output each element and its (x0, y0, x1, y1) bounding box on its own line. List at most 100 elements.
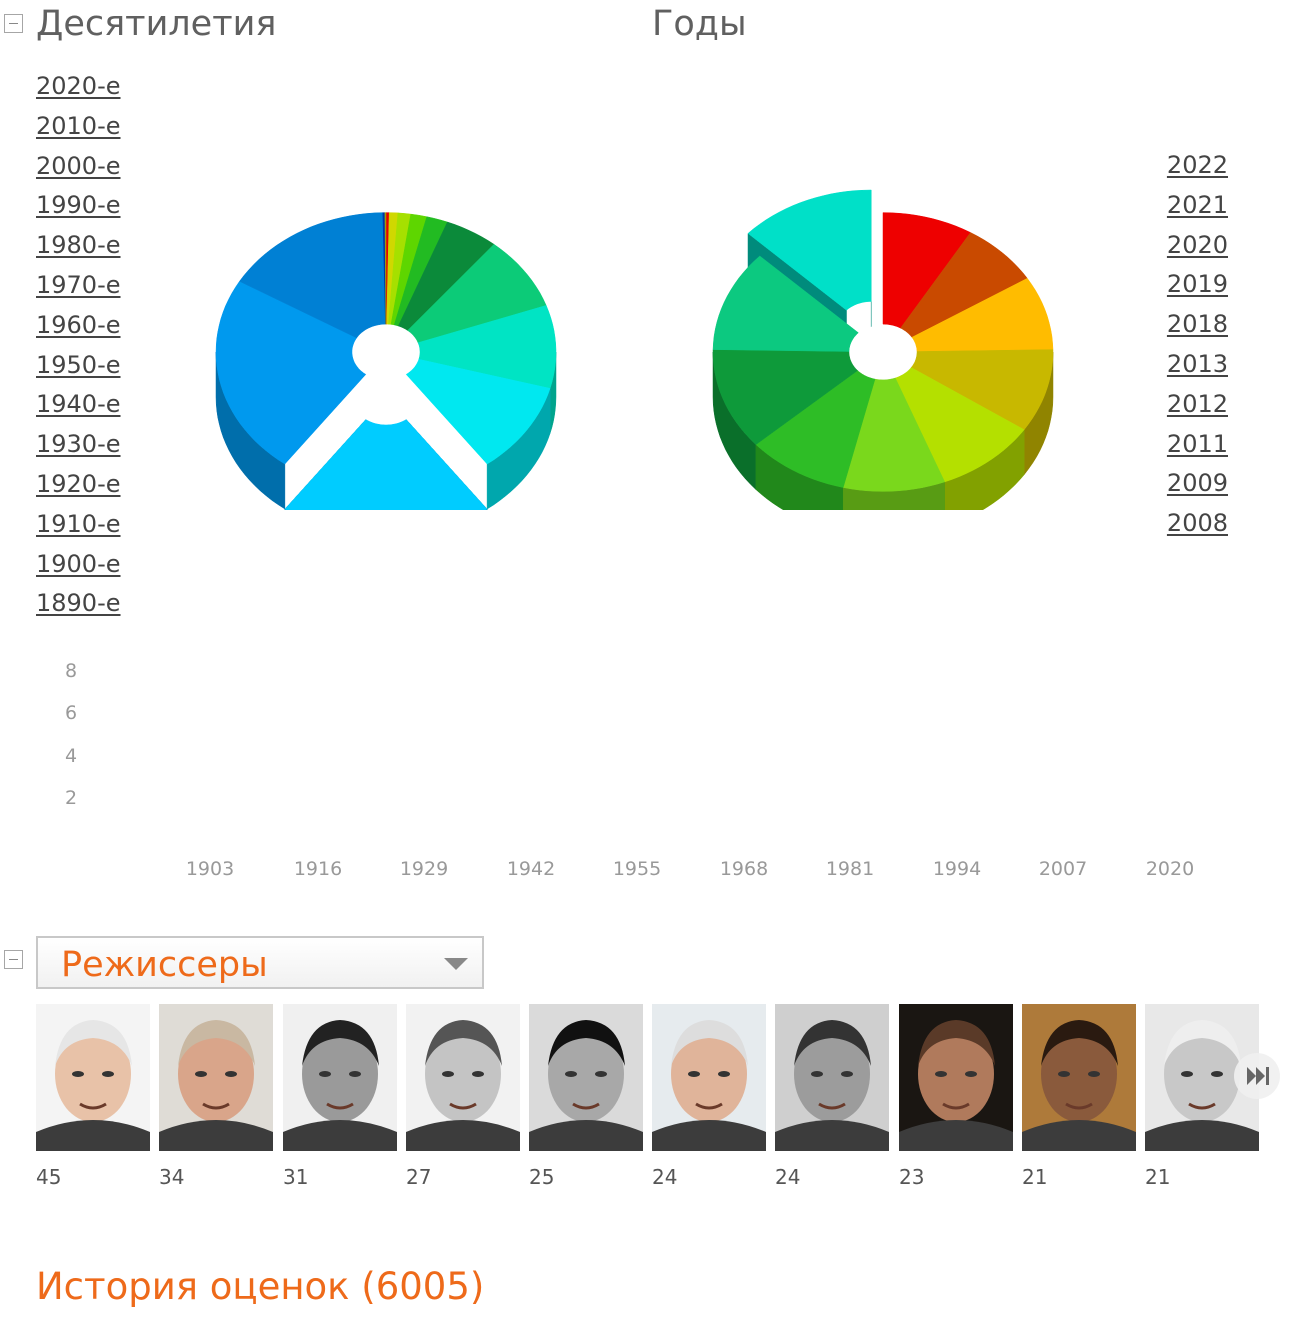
director-rating-count: 23 (899, 1165, 925, 1189)
list-item: 1900-е (36, 552, 156, 592)
collapse-directors-icon[interactable] (4, 950, 23, 969)
director-portrait[interactable] (775, 1004, 889, 1151)
x-tick-label: 1929 (399, 858, 449, 880)
x-tick-label: 1916 (293, 858, 343, 880)
director-card[interactable] (159, 1004, 273, 1151)
people-category-dropdown[interactable]: Режиссеры (36, 936, 484, 989)
director-rating-count: 34 (159, 1165, 185, 1189)
year-link[interactable]: 2021 (1166, 190, 1228, 219)
list-item: 1950-е (36, 353, 156, 393)
x-tick-label: 1955 (612, 858, 662, 880)
year-link[interactable]: 2019 (1166, 270, 1228, 299)
director-card[interactable] (775, 1004, 889, 1151)
next-page-button[interactable] (1234, 1053, 1280, 1099)
x-tick-label: 1903 (185, 858, 235, 880)
director-card[interactable] (899, 1004, 1013, 1151)
years-donut-chart (712, 189, 1054, 510)
director-portrait[interactable] (36, 1004, 150, 1151)
decade-link[interactable]: 1900-е (36, 549, 121, 578)
list-item: 2022 (1120, 153, 1228, 193)
list-item: 1980-е (36, 233, 156, 273)
director-card[interactable] (529, 1004, 643, 1151)
director-rating-count: 45 (36, 1165, 62, 1189)
list-item: 1930-е (36, 432, 156, 472)
decade-link[interactable]: 1970-е (36, 270, 121, 299)
decade-link[interactable]: 2020-е (36, 72, 121, 100)
decade-link[interactable]: 1910-е (36, 509, 121, 538)
director-portrait[interactable] (529, 1004, 643, 1151)
list-item: 2000-е (36, 154, 156, 194)
director-rating-count: 27 (406, 1165, 432, 1189)
director-portrait[interactable] (406, 1004, 520, 1151)
decade-link[interactable]: 1980-е (36, 231, 121, 260)
decade-link[interactable]: 2000-е (36, 151, 121, 180)
x-tick-label: 1968 (719, 858, 769, 880)
collapse-decades-icon[interactable] (4, 14, 23, 33)
chevron-down-icon (444, 958, 468, 970)
years-link-list: 2022 2021 2020 2019 2018 2013 2012 2011 2009 2008 (1120, 153, 1228, 551)
ratings-history-link[interactable]: История оценок (6005) (36, 1265, 485, 1308)
year-link[interactable]: 2013 (1166, 349, 1228, 378)
year-link[interactable]: 2009 (1166, 469, 1228, 498)
list-item: 1920-е (36, 472, 156, 512)
director-card[interactable] (1022, 1004, 1136, 1151)
year-link[interactable]: 2018 (1166, 310, 1228, 339)
director-portrait[interactable] (283, 1004, 397, 1151)
decade-link[interactable]: 1960-е (36, 310, 121, 339)
skip-forward-icon (1247, 1067, 1269, 1085)
director-portrait[interactable] (652, 1004, 766, 1151)
y-tick-label: 6 (65, 702, 78, 724)
year-link[interactable]: 2022 (1166, 151, 1228, 179)
year-link[interactable]: 2008 (1166, 509, 1228, 538)
list-item: 1970-е (36, 273, 156, 313)
x-tick-label: 1942 (506, 858, 556, 880)
y-tick-label: 2 (65, 787, 78, 809)
director-rating-count: 24 (652, 1165, 678, 1189)
list-item: 2018 (1120, 312, 1228, 352)
years-title: Годы (652, 4, 747, 44)
director-card[interactable] (652, 1004, 766, 1151)
director-card[interactable] (406, 1004, 520, 1151)
list-item: 2013 (1120, 352, 1228, 392)
director-card[interactable] (283, 1004, 397, 1151)
list-item: 1890-е (36, 591, 156, 631)
decades-link-list: 2020-е 2010-е 2000-е 1990-е 1980-е 1970-е 1960… (36, 74, 156, 631)
donut-slice (747, 189, 872, 311)
list-item: 1990-е (36, 193, 156, 233)
director-card[interactable] (36, 1004, 150, 1151)
list-item: 1960-е (36, 313, 156, 353)
decade-link[interactable]: 1930-е (36, 430, 121, 459)
list-item: 2019 (1120, 272, 1228, 312)
decade-link[interactable]: 1950-е (36, 350, 121, 379)
director-portrait[interactable] (899, 1004, 1013, 1151)
list-item: 2008 (1120, 511, 1228, 551)
list-item: 2020 (1120, 233, 1228, 273)
donut-slice (712, 255, 859, 352)
director-rating-count: 31 (283, 1165, 309, 1189)
director-portrait[interactable] (1022, 1004, 1136, 1151)
list-item: 2020-е (36, 74, 156, 114)
decade-link[interactable]: 2010-е (36, 111, 121, 140)
director-rating-count: 21 (1145, 1165, 1171, 1189)
year-link[interactable]: 2020 (1166, 230, 1228, 259)
x-tick-label: 1981 (825, 858, 875, 880)
decade-link[interactable]: 1890-е (36, 589, 121, 618)
decade-link[interactable]: 1920-е (36, 469, 121, 498)
year-link[interactable]: 2012 (1166, 389, 1228, 418)
director-portrait[interactable] (159, 1004, 273, 1151)
x-tick-label: 2020 (1145, 858, 1195, 880)
donut-slice (284, 419, 488, 510)
list-item: 2009 (1120, 471, 1228, 511)
director-rating-count: 21 (1022, 1165, 1048, 1189)
x-tick-label: 2007 (1038, 858, 1088, 880)
donut-slice (405, 359, 551, 465)
dropdown-selected-label: Режиссеры (61, 945, 268, 985)
x-tick-label: 1994 (932, 858, 982, 880)
donut-hole (850, 324, 916, 380)
donut-slice (384, 212, 387, 325)
decades-title: Десятилетия (36, 4, 277, 44)
decades-donut-chart (215, 212, 557, 510)
decade-link[interactable]: 1990-е (36, 191, 121, 220)
year-link[interactable]: 2011 (1166, 429, 1228, 458)
decade-link[interactable]: 1940-е (36, 390, 121, 419)
